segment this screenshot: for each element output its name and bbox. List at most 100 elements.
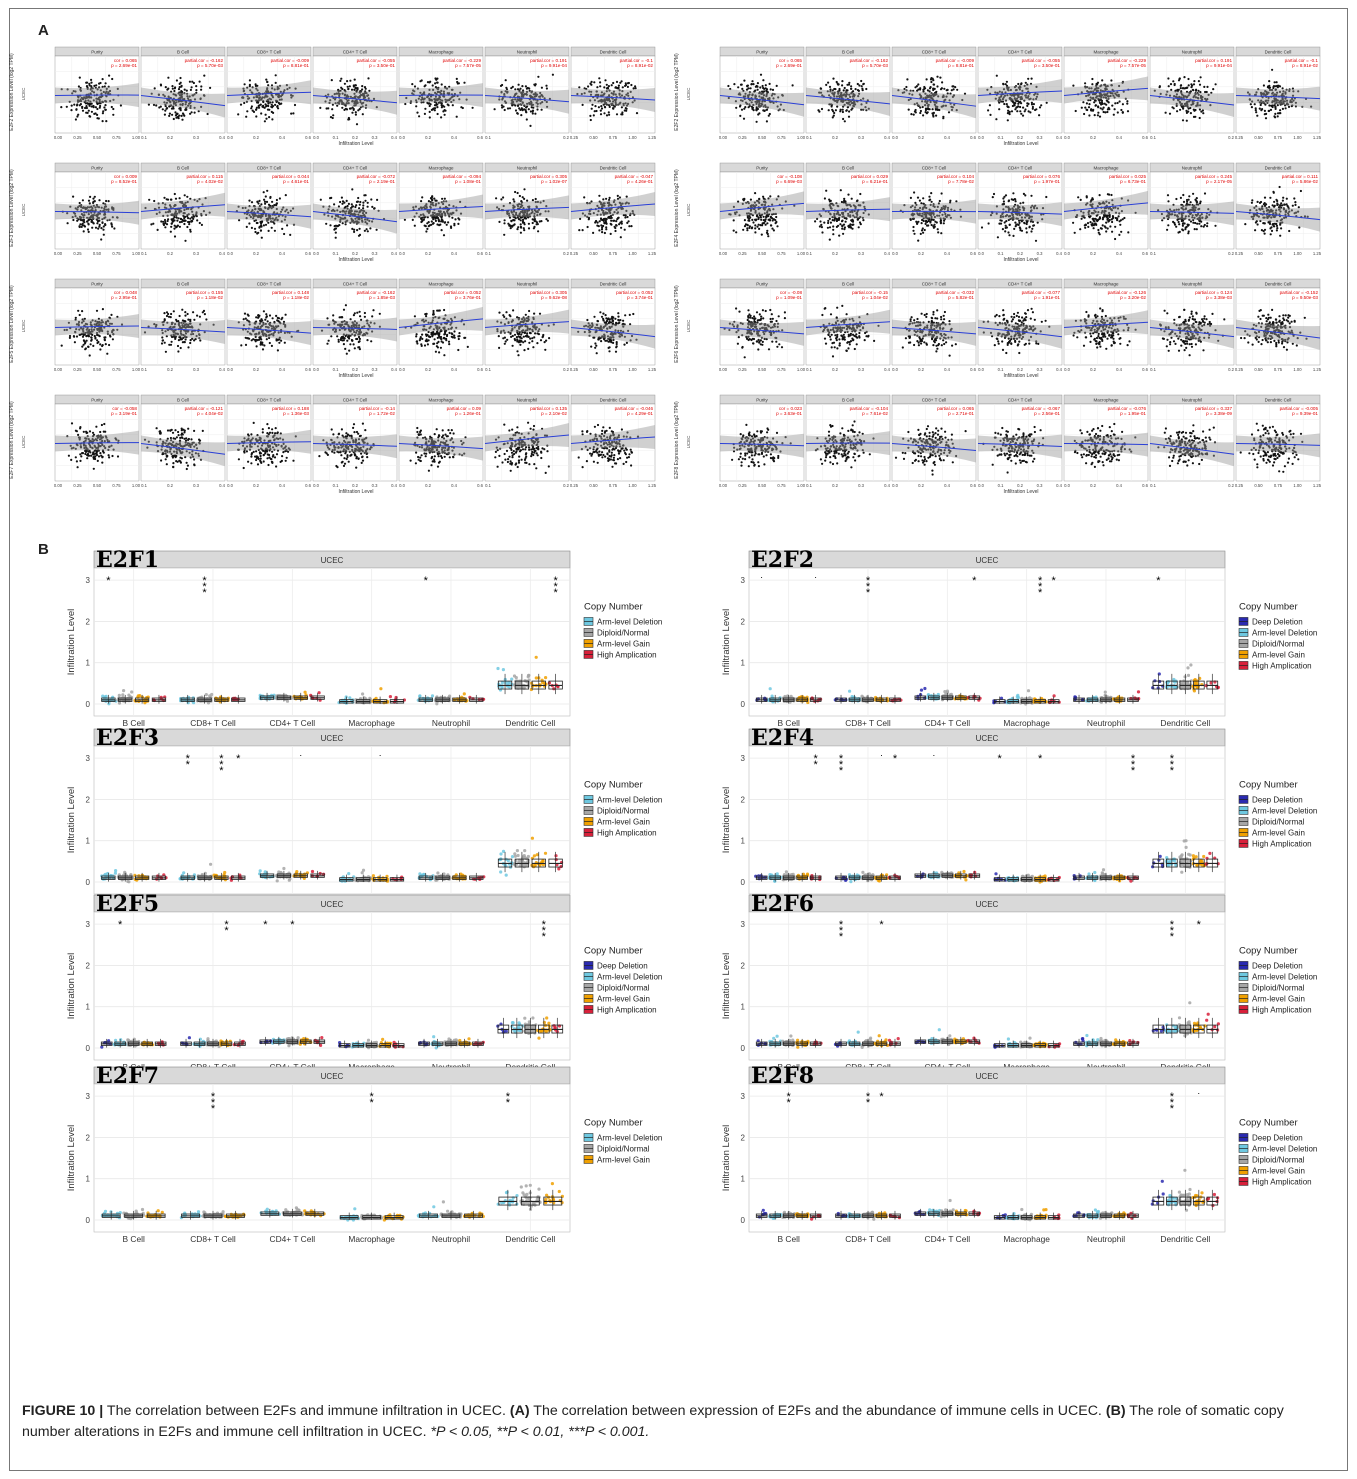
scatter-point [1204, 90, 1207, 94]
scatter-point [179, 76, 182, 80]
scatter-point [592, 114, 595, 117]
scatter-point [524, 85, 528, 88]
scatter-point [269, 101, 272, 104]
scatter-point [183, 88, 186, 91]
scatter-point [1030, 230, 1033, 233]
scatter-point [590, 200, 593, 203]
scatter-point [272, 111, 275, 114]
scatter-point [521, 109, 524, 112]
scatter-point [998, 108, 1001, 111]
facet-title: Purity [756, 50, 768, 55]
scatter-point [602, 198, 605, 201]
scatter-point [1092, 108, 1095, 111]
scatter-point [520, 107, 523, 110]
scatter-point [90, 81, 93, 84]
scatter-point [523, 197, 526, 200]
scatter-point [1018, 221, 1021, 224]
scatter-point [99, 89, 102, 92]
scatter-point [203, 74, 206, 77]
scatter-point [75, 108, 78, 111]
corr-pvalue: p = 7.57e-05 [455, 63, 481, 68]
scatter-point [100, 92, 103, 95]
scatter-point [108, 74, 111, 77]
scatter-point [82, 230, 85, 233]
corr-pvalue: p = 9.91e-04 [1206, 63, 1232, 68]
corr-row-e2f2: E2F2 Expression Level (log2 TPM) UCECPuri… [9, 46, 657, 147]
scatter-point [935, 114, 938, 117]
scatter-point [919, 111, 922, 115]
x-tick-label: 0.0 [892, 251, 898, 256]
scatter-point [165, 101, 168, 104]
corr-pvalue: p = 4.26e-01 [627, 179, 653, 184]
x-tick-label: 0.0 [1064, 251, 1070, 256]
scatter-point [743, 79, 746, 82]
x-tick-label: 0.6 [970, 251, 976, 256]
scatter-point [1091, 197, 1094, 200]
scatter-point [912, 113, 915, 116]
x-tick-label: 0.1 [333, 251, 339, 256]
scatter-point [912, 225, 915, 229]
corr-stat: cor = 0.065 [114, 58, 138, 63]
scatter-point [147, 103, 150, 106]
x-tick-label: 0.50 [589, 251, 598, 256]
x-tick-label: 0.25 [738, 251, 747, 256]
facet-title: Macrophage [1093, 166, 1119, 171]
scatter-point [104, 82, 107, 85]
corr-pvalue: p = 5.70e-03 [862, 63, 888, 68]
scatter-point [423, 112, 426, 115]
scatter-point [828, 198, 831, 201]
scatter-point [765, 214, 768, 217]
scatter-point [200, 223, 203, 226]
scatter-point [1271, 104, 1274, 107]
scatter-point [420, 200, 423, 203]
scatter-point [820, 107, 824, 111]
scatter-point [103, 106, 106, 109]
scatter-point [264, 202, 267, 205]
scatter-point [179, 109, 182, 112]
scatter-point [925, 78, 928, 81]
scatter-point [79, 89, 82, 92]
scatter-point [1249, 103, 1252, 106]
scatter-point [1111, 215, 1114, 218]
corr-pvalue: p = 4.61e-01 [283, 179, 309, 184]
x-tick-label: 0.2 [425, 135, 431, 140]
scatter-point [746, 229, 749, 232]
scatter-point [608, 113, 611, 116]
scatter-point [821, 231, 824, 234]
scatter-point [502, 196, 505, 199]
scatter-point [155, 104, 158, 107]
scatter-point [603, 86, 606, 89]
scatter-point [1121, 111, 1124, 114]
scatter-point [820, 223, 823, 226]
scatter-point [257, 104, 260, 108]
scatter-point [92, 201, 95, 204]
scatter-point [1017, 82, 1020, 86]
scatter-point [104, 223, 107, 227]
scatter-point [168, 114, 171, 117]
corr-pvalue: p = 8.91e-02 [1292, 63, 1318, 68]
scatter-point [1101, 224, 1104, 227]
scatter-point [90, 78, 93, 81]
scatter-point [424, 84, 427, 87]
scatter-point [942, 117, 945, 120]
scatter-point [260, 222, 263, 225]
scatter-point [353, 230, 356, 233]
scatter-point [347, 202, 350, 205]
scatter-point [184, 103, 187, 106]
scatter-point [1020, 82, 1023, 85]
scatter-point [184, 108, 187, 111]
scatter-point [516, 112, 519, 115]
scatter-point [60, 88, 63, 91]
scatter-point [434, 219, 437, 222]
scatter-point [280, 102, 283, 105]
scatter-point [758, 227, 761, 230]
scatter-point [1012, 234, 1015, 237]
x-tick-label: 0.2 [1017, 251, 1023, 256]
scatter-point [532, 227, 536, 230]
scatter-point [510, 87, 513, 90]
scatter-point [499, 84, 503, 87]
scatter-point [361, 88, 364, 91]
scatter-point [166, 88, 169, 91]
